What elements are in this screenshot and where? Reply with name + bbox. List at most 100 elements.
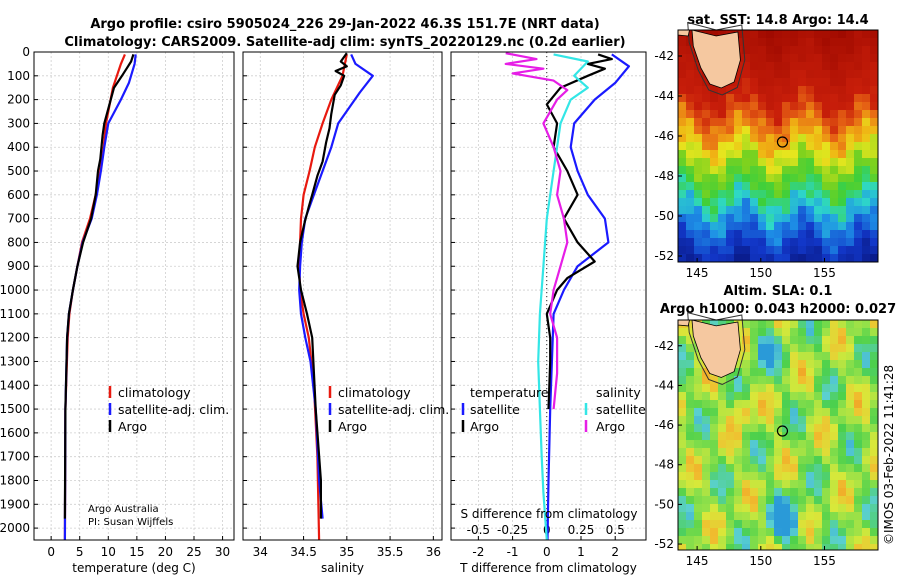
map-cell — [678, 472, 686, 480]
map-cell — [862, 38, 870, 46]
map-cell — [798, 54, 806, 62]
map-cell — [710, 376, 718, 384]
map-cell — [838, 86, 846, 94]
map-cell — [718, 158, 726, 166]
map-cell — [782, 70, 790, 78]
map-cell — [870, 182, 878, 190]
map-cell — [774, 392, 782, 400]
map-cell — [806, 110, 814, 118]
map-cell — [742, 198, 750, 206]
map-cell — [726, 190, 734, 198]
map-cell — [750, 126, 758, 134]
map-cell — [798, 416, 806, 424]
map-cell — [830, 536, 838, 544]
map-cell — [694, 352, 702, 360]
map-cell — [846, 198, 854, 206]
map-cell — [798, 368, 806, 376]
map-cell — [750, 512, 758, 520]
map-cell — [782, 94, 790, 102]
map-cell — [838, 504, 846, 512]
map-cell — [750, 118, 758, 126]
map-cell — [678, 368, 686, 376]
map-cell — [694, 78, 702, 86]
map-cell — [830, 376, 838, 384]
map-cell — [854, 126, 862, 134]
map-cell — [686, 488, 694, 496]
map-cell — [734, 512, 742, 520]
map-cell — [846, 336, 854, 344]
map-cell — [726, 118, 734, 126]
map-cell — [822, 214, 830, 222]
map-cell — [798, 150, 806, 158]
x-tick-label: 5 — [76, 545, 84, 559]
map-cell — [798, 480, 806, 488]
map-cell — [726, 392, 734, 400]
map-cell — [742, 384, 750, 392]
credit-line-1: Argo Australia — [88, 504, 159, 515]
map-cell — [806, 30, 814, 38]
map-cell — [838, 400, 846, 408]
map-cell — [782, 214, 790, 222]
map-cell — [702, 392, 710, 400]
map-cell — [702, 182, 710, 190]
map-cell — [798, 174, 806, 182]
map-cell — [862, 46, 870, 54]
map-cell — [766, 126, 774, 134]
map-cell — [830, 30, 838, 38]
map-cell — [846, 448, 854, 456]
map-cell — [726, 238, 734, 246]
map-cell — [854, 320, 862, 328]
map-cell — [830, 182, 838, 190]
map-cell — [870, 254, 878, 262]
map-cell — [702, 158, 710, 166]
map-cell — [854, 174, 862, 182]
map-cell — [806, 46, 814, 54]
map-cell — [678, 134, 686, 142]
map-cell — [766, 528, 774, 536]
map-cell — [846, 408, 854, 416]
map-cell — [838, 488, 846, 496]
lat-tick-label: -48 — [654, 169, 674, 183]
legend-sal-satellite-label: satellite — [596, 402, 646, 417]
map-cell — [822, 30, 830, 38]
map-cell — [830, 158, 838, 166]
map-cell — [766, 384, 774, 392]
map-cell — [758, 118, 766, 126]
map-cell — [822, 150, 830, 158]
map-cell — [814, 206, 822, 214]
map-cell — [806, 94, 814, 102]
map-cell — [758, 544, 766, 550]
map-cell — [694, 528, 702, 536]
map-cell — [830, 368, 838, 376]
map-cell — [750, 134, 758, 142]
map-cell — [750, 392, 758, 400]
map-cell — [726, 432, 734, 440]
map-cell — [766, 360, 774, 368]
map-cell — [854, 528, 862, 536]
map-cell — [830, 230, 838, 238]
map-cell — [702, 118, 710, 126]
map-cell — [774, 352, 782, 360]
map-cell — [750, 190, 758, 198]
map-cell — [790, 182, 798, 190]
map-cell — [870, 496, 878, 504]
map-cell — [846, 30, 854, 38]
map-cell — [758, 496, 766, 504]
map-cell — [718, 174, 726, 182]
map-cell — [702, 528, 710, 536]
map-cell — [758, 408, 766, 416]
map-cell — [734, 110, 742, 118]
map-cell — [766, 432, 774, 440]
map-cell — [798, 126, 806, 134]
map-cell — [862, 392, 870, 400]
map-cell — [742, 214, 750, 222]
top-tick-label: 0.5 — [606, 523, 625, 537]
map-cell — [806, 206, 814, 214]
map-cell — [750, 150, 758, 158]
map-cell — [774, 464, 782, 472]
map-cell — [862, 376, 870, 384]
map-cell — [798, 360, 806, 368]
map-cell — [854, 360, 862, 368]
map-cell — [750, 432, 758, 440]
